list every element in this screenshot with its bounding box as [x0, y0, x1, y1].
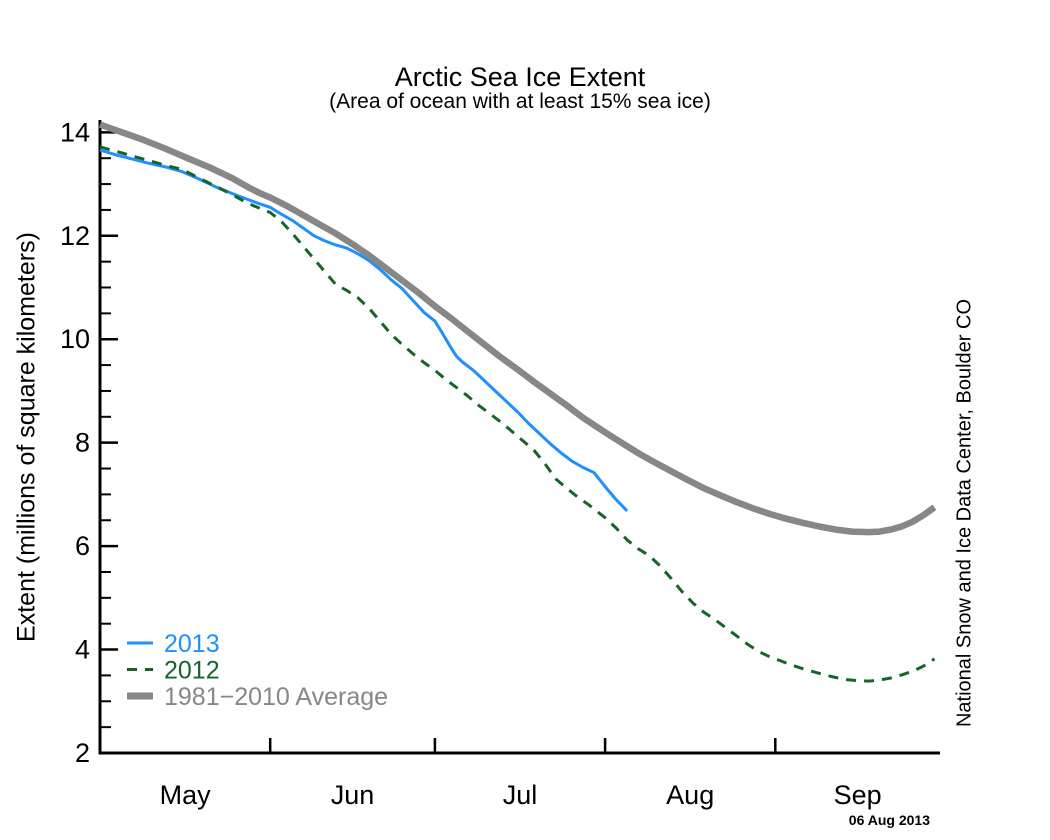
y-tick-label: 6 [75, 531, 90, 561]
legend-label-3: 1981−2010 Average [164, 683, 388, 711]
date-stamp: 06 Aug 2013 [848, 812, 930, 828]
chart-title: Arctic Sea Ice Extent [394, 62, 646, 92]
series-line-2013 [99, 148, 629, 512]
y-tick-label: 10 [60, 324, 90, 354]
y-tick-label: 14 [60, 117, 90, 147]
x-month-label: Jun [331, 780, 375, 810]
series-line-1981-2010-average [98, 121, 937, 536]
x-month-label: Sep [834, 780, 882, 810]
y-axis-label: Extent (millions of square kilometers) [12, 232, 41, 642]
y-tick-label: 8 [75, 428, 90, 458]
x-month-label: Jul [503, 780, 538, 810]
series-line-2012 [99, 145, 936, 683]
x-month-label: May [160, 780, 212, 810]
x-month-label: Aug [666, 780, 714, 810]
legend-label-1: 2013 [164, 630, 220, 658]
legend-label-2: 2012 [164, 657, 220, 685]
chart-subtitle: (Area of ocean with at least 15% sea ice… [329, 90, 711, 113]
y-tick-label: 12 [60, 221, 90, 251]
y-tick-label: 2 [75, 738, 90, 768]
y-tick-label: 4 [75, 635, 90, 665]
attribution-text: National Snow and Ice Data Center, Bould… [953, 298, 976, 728]
